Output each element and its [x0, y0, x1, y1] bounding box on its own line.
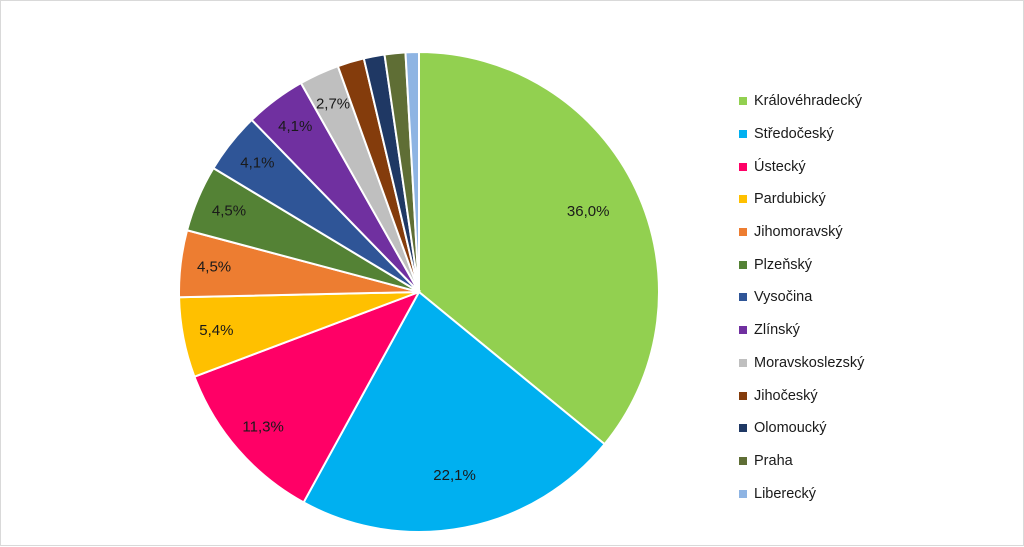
legend-swatch — [739, 326, 747, 335]
legend-label: Plzeňský — [754, 256, 813, 273]
legend-item: Pardubický — [739, 183, 1019, 216]
legend-label: Středočeský — [754, 126, 834, 143]
pie-slice — [418, 50, 660, 446]
data-label: 11,3% — [242, 418, 283, 435]
legend-item: Jihočeský — [739, 379, 1019, 412]
legend-label: Praha — [754, 452, 793, 469]
legend-label: Ústecký — [754, 158, 806, 175]
data-label: 4,1% — [278, 118, 312, 135]
legend-item: Moravskoslezský — [739, 347, 1019, 380]
legend-label: Olomoucký — [754, 420, 827, 437]
pie-slice — [193, 290, 422, 504]
legend-label: Zlínský — [754, 322, 800, 339]
data-label: 4,1% — [240, 155, 274, 172]
legend-swatch — [739, 489, 747, 498]
legend-swatch — [739, 195, 747, 204]
data-label: 36,0% — [567, 203, 610, 220]
legend-swatch — [739, 162, 747, 171]
legend-item: Královéhradecký — [739, 85, 1019, 118]
pie-slice — [302, 290, 607, 533]
legend-swatch — [739, 130, 747, 139]
legend-swatch — [739, 97, 747, 106]
legend-item: Středočeský — [739, 118, 1019, 151]
legend-item: Praha — [739, 445, 1019, 478]
legend-item: Olomoucký — [739, 412, 1019, 445]
data-label: 5,4% — [199, 322, 233, 339]
legend-swatch — [739, 456, 747, 465]
legend-swatch — [739, 293, 747, 302]
legend-swatch — [739, 228, 747, 237]
legend-item: Plzeňský — [739, 248, 1019, 281]
data-label: 4,5% — [212, 202, 246, 219]
legend-item: Jihomoravský — [739, 216, 1019, 249]
legend-swatch — [739, 424, 747, 433]
legend-item: Zlínský — [739, 314, 1019, 347]
legend-label: Liberecký — [754, 485, 817, 502]
legend-label: Pardubický — [754, 191, 826, 208]
legend-item: Liberecký — [739, 477, 1019, 510]
legend: Královéhradecký Středočeský Ústecký Pardubi… — [739, 85, 1019, 510]
legend-item: Vysočina — [739, 281, 1019, 314]
legend-label: Jihomoravský — [754, 224, 843, 241]
legend-swatch — [739, 358, 747, 367]
legend-swatch — [739, 260, 747, 269]
legend-swatch — [739, 391, 747, 400]
legend-label: Moravskoslezský — [754, 354, 865, 371]
legend-label: Královéhradecký — [754, 93, 862, 110]
data-label: 22,1% — [433, 467, 476, 484]
legend-label: Jihočeský — [754, 387, 818, 404]
legend-label: Vysočina — [754, 289, 813, 306]
pie-slice — [404, 50, 420, 293]
legend-item: Ústecký — [739, 150, 1019, 183]
data-label: 2,7% — [316, 95, 350, 112]
data-label: 4,5% — [197, 258, 231, 275]
